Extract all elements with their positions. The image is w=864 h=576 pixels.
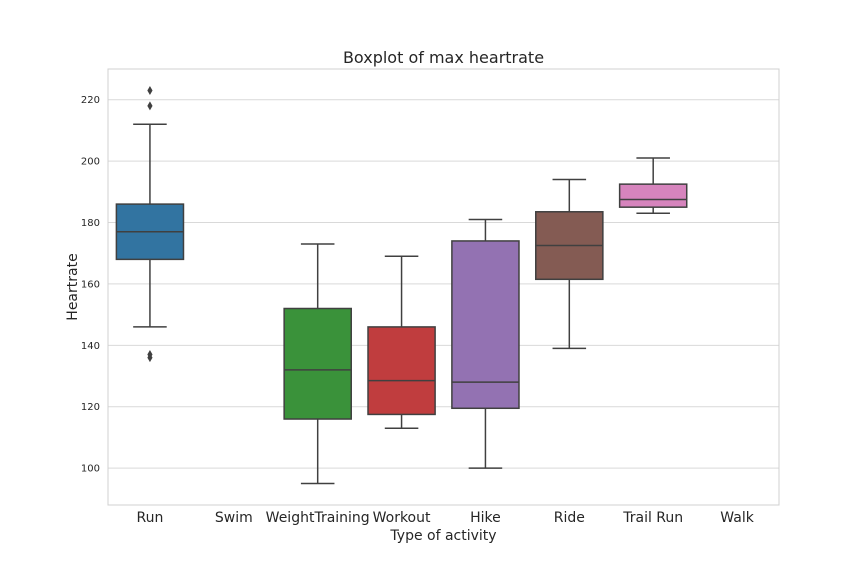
y-tick-label: 100 <box>81 464 100 475</box>
x-axis-label: Type of activity <box>389 528 496 544</box>
x-tick-label: Workout <box>373 510 431 526</box>
box-workout <box>367 255 436 429</box>
x-tick-label: Trail Run <box>622 510 683 526</box>
box-weighttraining <box>283 243 352 485</box>
outlier-point <box>147 101 153 111</box>
outlier-point <box>147 85 153 95</box>
y-tick-label: 220 <box>81 95 100 106</box>
grid-lines <box>108 99 779 469</box>
plot-area-background <box>108 69 779 505</box>
boxes-layer <box>115 85 688 485</box>
box-run <box>115 85 185 363</box>
outlier-point <box>147 350 153 360</box>
plot-frame <box>107 68 780 506</box>
y-tick-label: 180 <box>81 218 100 229</box>
y-axis-ticks: 100 120 140 160 180 200 220 <box>81 95 100 474</box>
box-body <box>451 240 520 410</box>
x-tick-label: Ride <box>554 510 585 526</box>
chart-title: Boxplot of max heartrate <box>343 48 544 67</box>
box-body <box>367 326 436 416</box>
box-trail-run <box>618 157 688 215</box>
box-body <box>283 307 352 420</box>
y-tick-label: 120 <box>81 402 100 413</box>
y-axis-label: Heartrate <box>65 253 81 320</box>
y-tick-label: 140 <box>81 341 100 352</box>
box-body <box>618 183 688 208</box>
y-tick-label: 160 <box>81 279 100 290</box>
box-hike <box>451 218 520 469</box>
box-ride <box>535 178 604 350</box>
x-tick-label: Swim <box>215 510 253 526</box>
y-tick-label: 200 <box>81 157 100 168</box>
x-tick-label: Run <box>137 510 164 526</box>
x-tick-label: Walk <box>720 510 754 526</box>
x-tick-label: WeightTraining <box>266 510 370 526</box>
x-axis-ticks: Run Swim WeightTraining Workout Hike Ride Trai… <box>137 510 755 526</box>
x-tick-label: Hike <box>470 510 501 526</box>
